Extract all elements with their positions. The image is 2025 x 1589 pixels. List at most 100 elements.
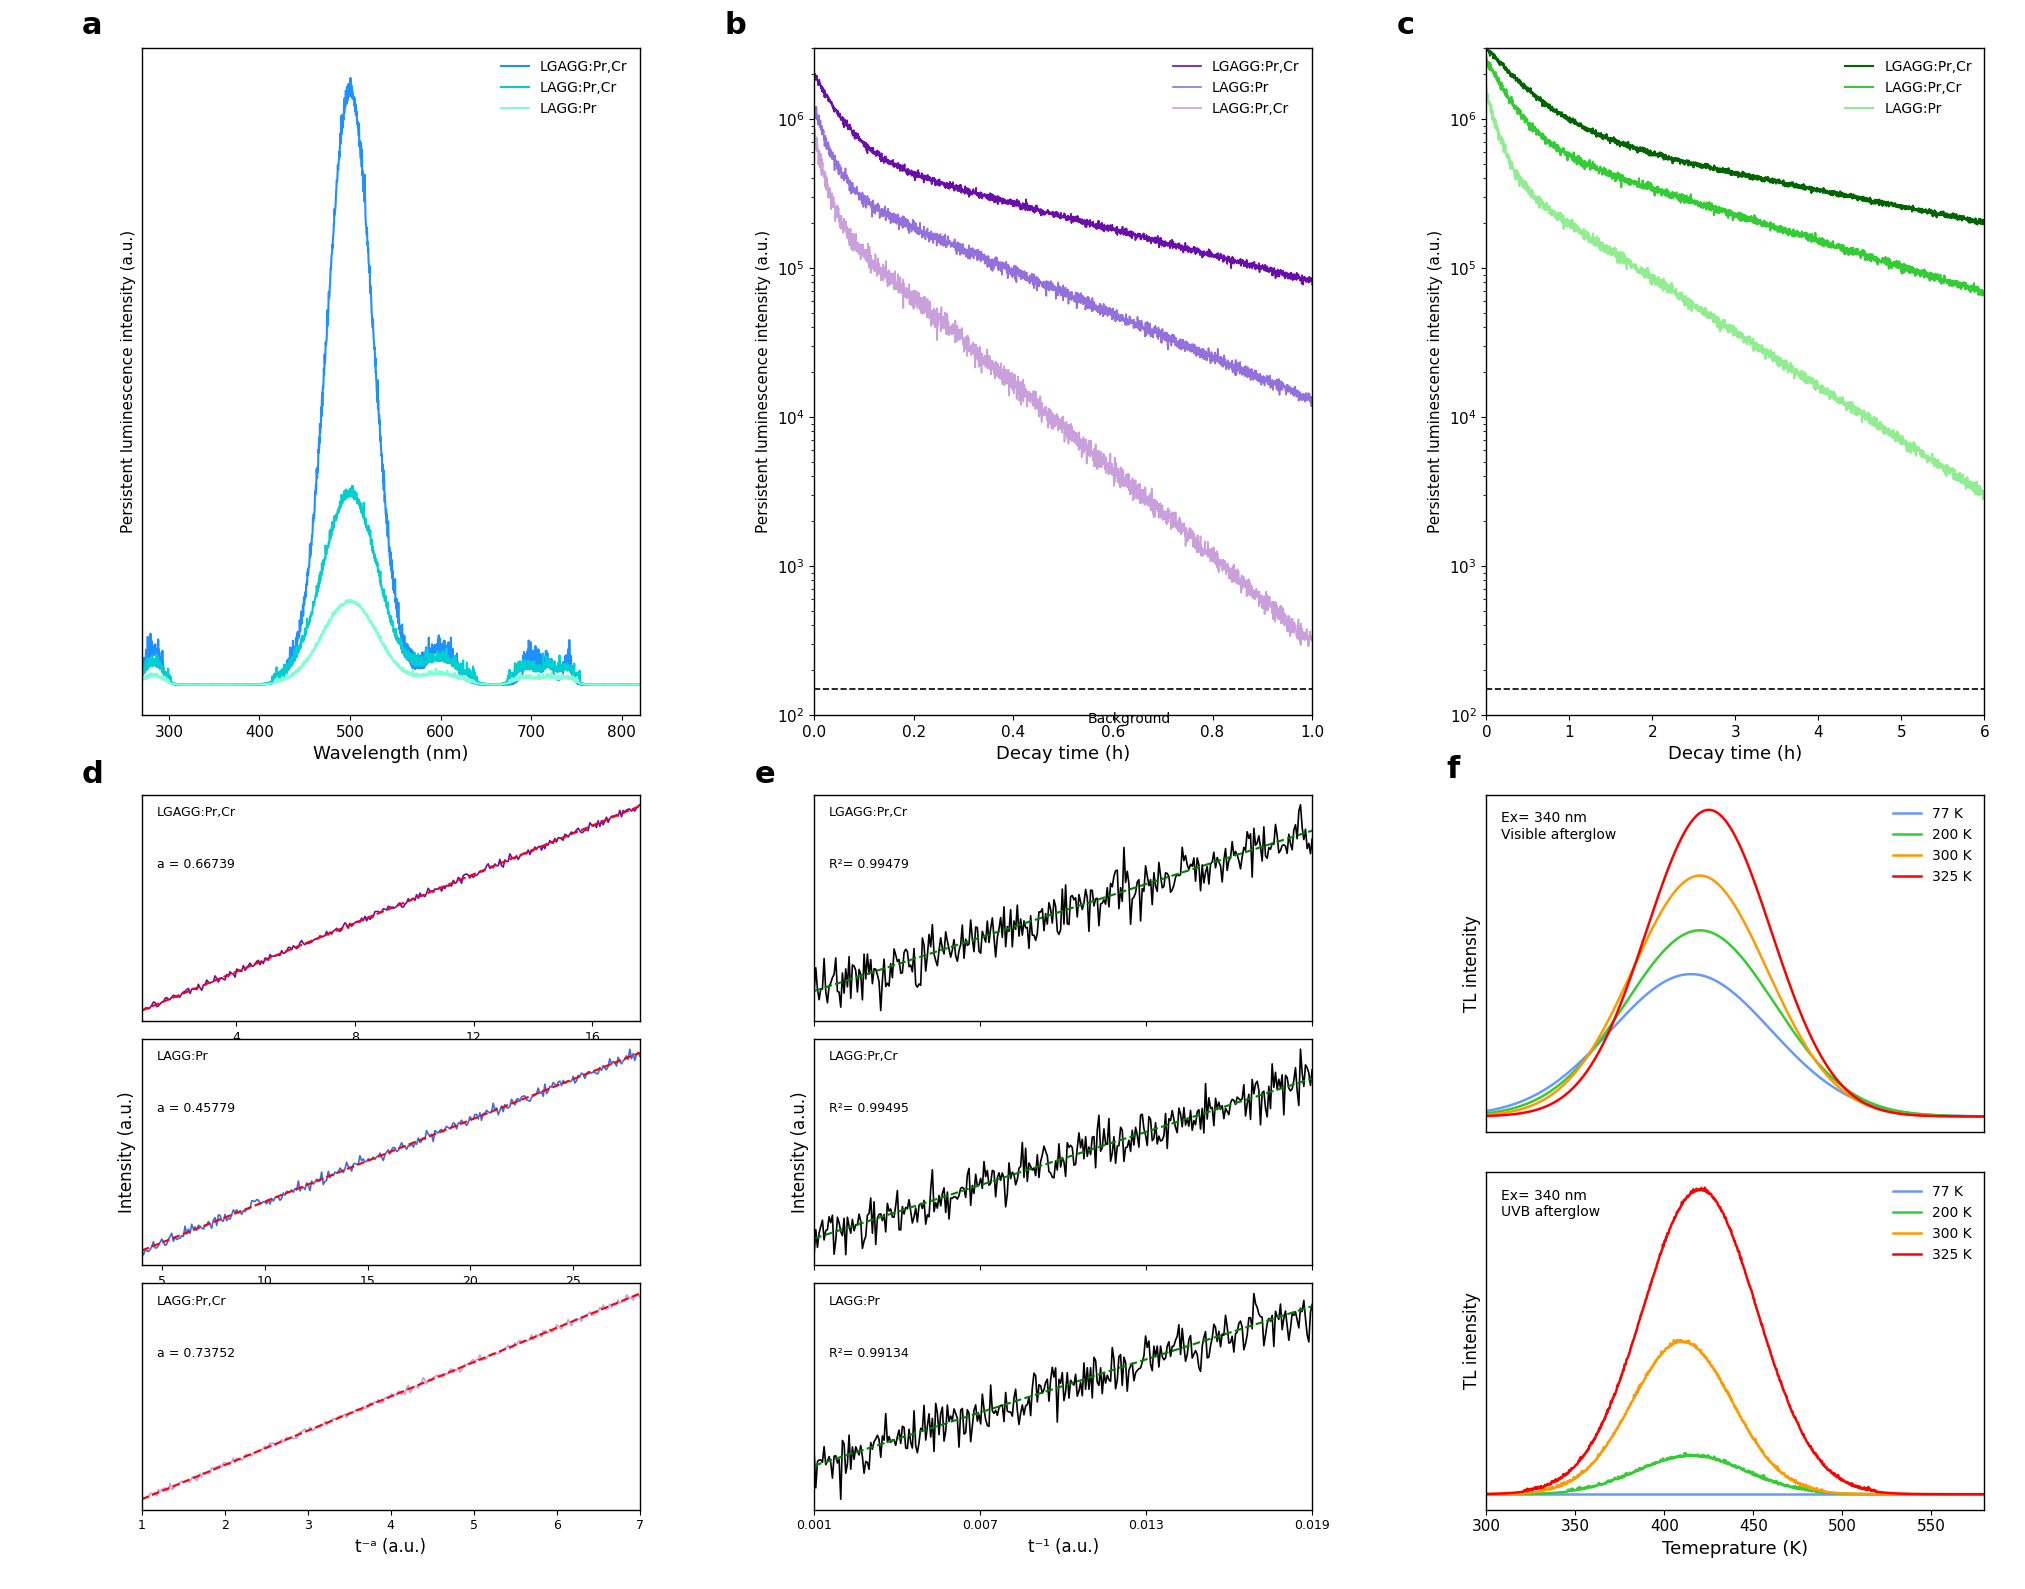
Text: d: d: [81, 760, 103, 790]
LAGG:Pr: [174, 675, 198, 694]
X-axis label: t⁻¹ (a.u.): t⁻¹ (a.u.): [1027, 1538, 1100, 1556]
Y-axis label: Persistent luminescence intensity (a.u.): Persistent luminescence intensity (a.u.): [122, 230, 136, 532]
325 K: [1677, 817, 1701, 836]
X-axis label: Decay time (h): Decay time (h): [1669, 745, 1802, 763]
300 K: [1863, 1098, 1887, 1117]
Line: LAGG:Pr,Cr: LAGG:Pr,Cr: [1486, 59, 1984, 296]
77 K: [1677, 965, 1701, 984]
LGAGG:Pr,Cr: [628, 675, 652, 694]
LGAGG:Pr,Cr: [1300, 275, 1324, 294]
LGAGG:Pr,Cr: [130, 667, 154, 686]
Line: LGAGG:Pr,Cr: LGAGG:Pr,Cr: [1486, 48, 1984, 224]
LAGG:Pr: [1300, 389, 1324, 408]
200 K: [1474, 1104, 1498, 1123]
200 K: [1816, 1065, 1841, 1084]
300 K: [1677, 1332, 1701, 1351]
77 K: [1972, 1484, 1997, 1503]
77 K: [1863, 1096, 1887, 1115]
200 K: [1677, 923, 1701, 942]
Text: LAGG:Pr: LAGG:Pr: [828, 1295, 881, 1308]
LAGG:Pr,Cr: [174, 675, 198, 694]
Text: LAGG:Pr,Cr: LAGG:Pr,Cr: [156, 1295, 227, 1308]
300 K: [1525, 1093, 1549, 1112]
LAGG:Pr,Cr: [614, 675, 638, 694]
300 K: [1687, 866, 1711, 885]
325 K: [1863, 1481, 1887, 1500]
LAGG:Pr: [156, 669, 180, 688]
Text: f: f: [1446, 755, 1460, 783]
Line: LGAGG:Pr,Cr: LGAGG:Pr,Cr: [142, 78, 640, 685]
LAGG:Pr,Cr: [1958, 281, 1982, 300]
LAGG:Pr,Cr: [1195, 542, 1219, 561]
Legend: LGAGG:Pr,Cr, LAGG:Pr, LAGG:Pr,Cr: LGAGG:Pr,Cr, LAGG:Pr, LAGG:Pr,Cr: [1168, 54, 1306, 122]
200 K: [1687, 920, 1711, 939]
77 K: [1525, 1084, 1549, 1103]
300 K: [1474, 1484, 1498, 1503]
LAGG:Pr,Cr: [1867, 251, 1891, 270]
325 K: [1873, 1483, 1897, 1502]
200 K: [1677, 1446, 1701, 1465]
LAGG:Pr: [522, 669, 547, 688]
Text: R²= 0.99134: R²= 0.99134: [828, 1346, 909, 1360]
Line: 325 K: 325 K: [1486, 1187, 1984, 1494]
LAGG:Pr,Cr: [1501, 95, 1525, 114]
Y-axis label: TL intensity: TL intensity: [1462, 1292, 1480, 1389]
LGAGG:Pr,Cr: [1501, 65, 1525, 84]
LAGG:Pr,Cr: [1286, 620, 1310, 639]
200 K: [1863, 1095, 1887, 1114]
325 K: [1816, 1460, 1841, 1479]
77 K: [1863, 1484, 1887, 1503]
LAGG:Pr,Cr: [373, 585, 397, 604]
Text: Background: Background: [1087, 712, 1170, 726]
LAGG:Pr: [1867, 416, 1891, 435]
Text: LAGG:Pr: LAGG:Pr: [156, 1050, 209, 1063]
325 K: [1697, 801, 1721, 820]
325 K: [1863, 1098, 1887, 1117]
LAGG:Pr,Cr: [802, 130, 826, 149]
325 K: [1816, 1060, 1841, 1079]
Text: a = 0.45779: a = 0.45779: [156, 1103, 235, 1115]
200 K: [1873, 1484, 1897, 1503]
LAGG:Pr,Cr: [1958, 280, 1982, 299]
LGAGG:Pr,Cr: [1290, 275, 1314, 294]
LGAGG:Pr,Cr: [1958, 213, 1982, 232]
Legend: 77 K, 200 K, 300 K, 325 K: 77 K, 200 K, 300 K, 325 K: [1887, 801, 1978, 890]
LGAGG:Pr,Cr: [614, 675, 638, 694]
LAGG:Pr,Cr: [156, 664, 180, 683]
LAGG:Pr,Cr: [1300, 629, 1324, 648]
Text: a = 0.73752: a = 0.73752: [156, 1346, 235, 1360]
LAGG:Pr,Cr: [1703, 197, 1727, 216]
Legend: 77 K, 200 K, 300 K, 325 K: 77 K, 200 K, 300 K, 325 K: [1887, 1179, 1978, 1266]
LGAGG:Pr,Cr: [1286, 269, 1310, 288]
LAGG:Pr: [828, 154, 853, 173]
LAGG:Pr: [1045, 281, 1069, 300]
LAGG:Pr,Cr: [522, 651, 547, 671]
Line: LGAGG:Pr,Cr: LGAGG:Pr,Cr: [814, 73, 1312, 284]
77 K: [1873, 1100, 1897, 1119]
LAGG:Pr,Cr: [1286, 615, 1310, 634]
LGAGG:Pr,Cr: [1717, 164, 1742, 183]
LAGG:Pr: [1501, 156, 1525, 175]
LAGG:Pr,Cr: [130, 663, 154, 682]
Y-axis label: Intensity (a.u.): Intensity (a.u.): [790, 1092, 808, 1212]
Legend: LGAGG:Pr,Cr, LAGG:Pr,Cr, LAGG:Pr: LGAGG:Pr,Cr, LAGG:Pr,Cr, LAGG:Pr: [496, 54, 634, 122]
LAGG:Pr: [614, 675, 638, 694]
77 K: [1871, 1484, 1895, 1503]
77 K: [1816, 1074, 1841, 1093]
X-axis label: Temeprature (K): Temeprature (K): [1663, 1540, 1808, 1557]
LGAGG:Pr,Cr: [1195, 246, 1219, 265]
Text: e: e: [755, 760, 776, 790]
Line: 200 K: 200 K: [1486, 930, 1984, 1117]
LAGG:Pr,Cr: [1972, 281, 1997, 300]
LAGG:Pr: [614, 675, 638, 694]
Line: 77 K: 77 K: [1486, 974, 1984, 1117]
LGAGG:Pr,Cr: [1286, 267, 1310, 286]
200 K: [1525, 1090, 1549, 1109]
LGAGG:Pr,Cr: [1045, 205, 1069, 224]
X-axis label: Wavelength (nm): Wavelength (nm): [314, 745, 468, 763]
325 K: [1677, 1187, 1701, 1206]
LGAGG:Pr,Cr: [1867, 191, 1891, 210]
Text: a = 0.66739: a = 0.66739: [156, 858, 235, 871]
LGAGG:Pr,Cr: [614, 675, 638, 694]
300 K: [1816, 1483, 1841, 1502]
